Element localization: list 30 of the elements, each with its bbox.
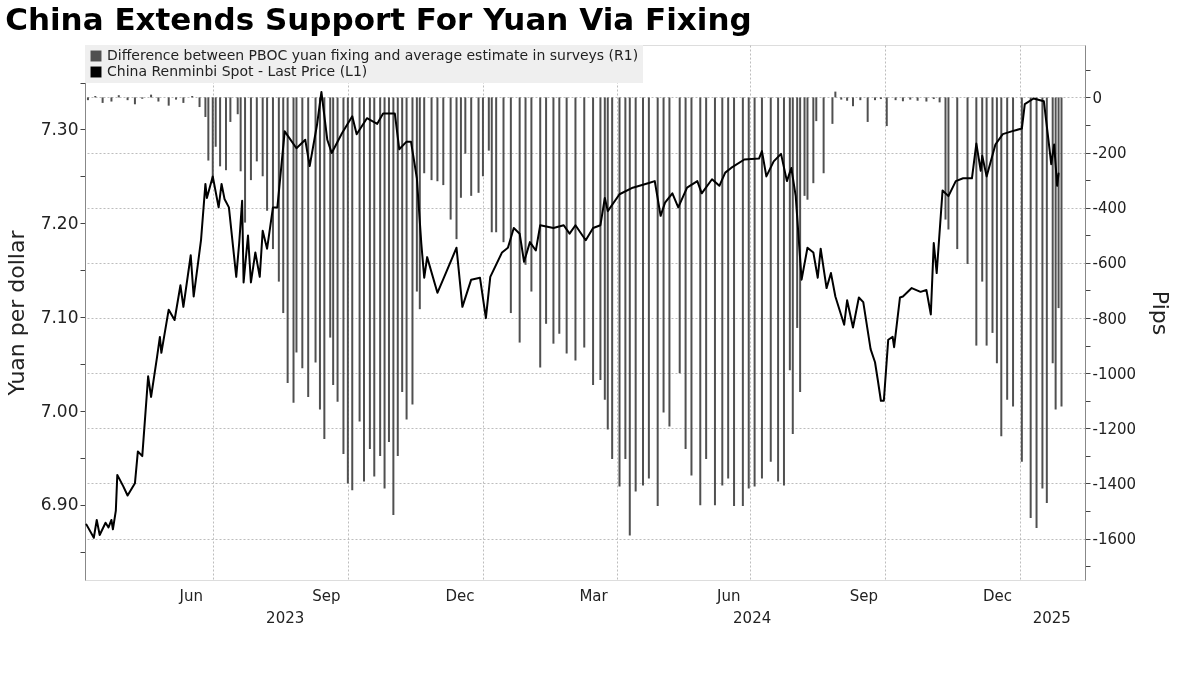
y2-axis-title: Pips [1148, 290, 1174, 336]
legend-label: China Renminbi Spot - Last Price (L1) [107, 63, 368, 79]
y2-tick-label: -400 [1092, 199, 1127, 218]
y-tick-label: 7.10 [40, 306, 79, 327]
y2-tick-label: -1400 [1092, 474, 1137, 493]
x2-tick-label: 2025 [1032, 608, 1071, 627]
y2-tick-label: 0 [1092, 88, 1103, 107]
y2-tick-label: -1200 [1092, 419, 1137, 438]
x-tick-label: Dec [445, 586, 475, 605]
y2-tick-label: -200 [1092, 144, 1127, 163]
y-axis-title: Yuan per dollar [3, 229, 29, 397]
x2-tick-label: 2023 [266, 608, 305, 627]
y-tick-label: 7.00 [40, 400, 79, 421]
y-tick-label: 7.20 [40, 212, 79, 233]
y2-tick-label: -1000 [1092, 364, 1137, 383]
line-series [85, 90, 1060, 539]
y2-tick-label: -800 [1092, 309, 1127, 328]
x-tick-label: Jun [178, 586, 203, 605]
x-tick-label: Dec [982, 586, 1012, 605]
legend-label: Difference between PBOC yuan fixing and average estimate in surveys (R1) [107, 47, 639, 63]
chart-title: China Extends Support For Yuan Via Fixing [5, 1, 752, 37]
x-tick-label: Sep [849, 586, 878, 605]
y-tick-label: 6.90 [40, 494, 79, 515]
y2-tick-label: -1600 [1092, 530, 1137, 549]
y-tick-label: 7.30 [40, 118, 79, 139]
x-tick-label: Mar [579, 586, 609, 605]
y2-tick-label: -600 [1092, 254, 1127, 273]
x-tick-label: Sep [312, 586, 341, 605]
x-tick-label: Jun [715, 586, 741, 605]
x2-tick-label: 2024 [733, 608, 772, 627]
